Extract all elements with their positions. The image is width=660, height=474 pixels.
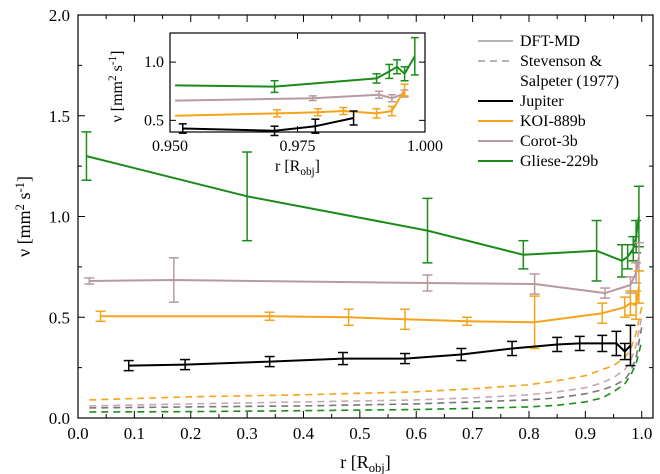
x-tick-label: 1.0 xyxy=(631,424,652,443)
legend-label: Corot-3b xyxy=(520,133,578,150)
x-tick-label: 0.4 xyxy=(293,424,315,443)
legend-label: DFT-MD xyxy=(520,33,580,50)
inset-y-axis-title-mid: s xyxy=(109,65,126,75)
inset-x-axis-title-part: r [R xyxy=(275,158,301,175)
y-axis-title-part: ν [mm xyxy=(14,210,34,257)
y-tick-label: 0.0 xyxy=(49,409,70,428)
inset-x-axis-title-end: ] xyxy=(315,158,320,175)
series-line-corot_dft xyxy=(89,257,639,293)
legend-label-line2: Salpeter (1977) xyxy=(520,73,619,90)
inset-x-axis-title: r [Robj] xyxy=(275,158,320,178)
y-axis-title-end: ] xyxy=(14,176,34,182)
x-axis-title-part: r [R xyxy=(340,452,369,472)
series-line-gliese_dft xyxy=(87,156,639,261)
legend: DFT-MD Stevenson & Salpeter (1977) Jupiter K… xyxy=(478,33,619,170)
y-axis-title-mid: s xyxy=(14,193,34,205)
inset-x-tick-label: 0.950 xyxy=(152,138,188,155)
x-axis-title-end: ] xyxy=(385,452,391,472)
series-line-koi_ss xyxy=(89,307,641,400)
inset-x-axis-title-sub: obj xyxy=(300,166,314,178)
inset-y-tick-label: 0.5 xyxy=(144,112,164,129)
x-tick-label: 0.0 xyxy=(67,424,88,443)
legend-label: Jupiter xyxy=(520,93,564,110)
x-tick-label: 0.2 xyxy=(180,424,201,443)
legend-label: KOI-889b xyxy=(520,113,586,130)
inset-y-tick-label: 1.0 xyxy=(144,54,164,71)
inset-y-axis-title-end: ] xyxy=(109,51,126,56)
x-tick-label: 0.8 xyxy=(518,424,539,443)
x-axis-title-sub: obj xyxy=(369,461,385,474)
inset-x-tick-label: 0.975 xyxy=(280,138,316,155)
series-line-koi_dft xyxy=(101,287,639,322)
series-line-jupiter_ss xyxy=(89,327,641,408)
x-tick-label: 0.9 xyxy=(575,424,596,443)
x-tick-label: 0.3 xyxy=(236,424,257,443)
legend-label: Gliese-229b xyxy=(520,153,598,170)
x-tick-label: 0.1 xyxy=(124,424,145,443)
x-axis-title: r [Robj] xyxy=(340,452,391,474)
legend-label: Stevenson & xyxy=(520,53,603,70)
inset-y-axis-title: ν [mm2 s-1] xyxy=(107,51,126,123)
inset-x-tick-label: 1.000 xyxy=(407,138,443,155)
y-axis-title-sup2: -1 xyxy=(13,182,27,193)
y-tick-label: 0.5 xyxy=(49,308,70,327)
inset-y-axis-title-part: ν [mm xyxy=(109,80,126,122)
series-line-jupiter_dft xyxy=(129,343,631,365)
y-axis-title: ν [mm2 s-1] xyxy=(13,176,34,257)
inset-frame xyxy=(170,33,425,132)
x-tick-label: 0.6 xyxy=(406,424,427,443)
y-tick-label: 2.0 xyxy=(49,6,70,25)
x-tick-label: 0.5 xyxy=(349,424,370,443)
y-tick-label: 1.5 xyxy=(49,107,70,126)
x-tick-label: 0.7 xyxy=(462,424,484,443)
inset-y-axis-title-sup2: -1 xyxy=(107,56,119,65)
y-tick-label: 1.0 xyxy=(49,208,70,227)
